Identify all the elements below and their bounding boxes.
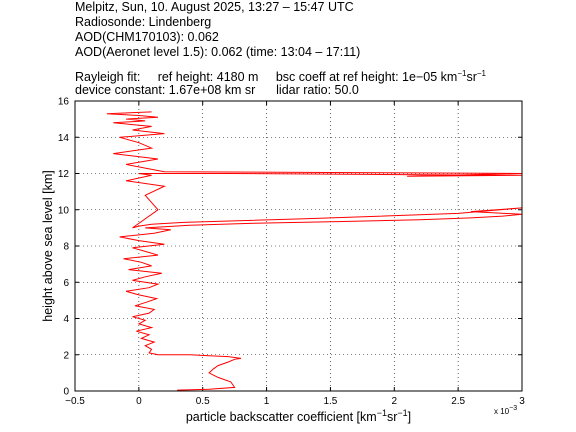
header-ref-height: ref height: 4180 m <box>157 70 259 85</box>
header-location-time: Melpitz, Sun, 10. August 2025, 13:27 – 1… <box>75 0 354 14</box>
header-radiosonde: Radiosonde: Lindenberg <box>75 15 212 29</box>
header-rayleigh-label: Rayleigh fit: <box>75 70 141 85</box>
y-axis-title: height above sea level [km] <box>41 170 55 321</box>
x-tick-label: 3 <box>519 396 525 407</box>
y-tick-label: 14 <box>58 133 70 144</box>
chart-header: Melpitz, Sun, 10. August 2025, 13:27 – 1… <box>75 0 360 60</box>
x-multiplier-base: x 10 <box>494 407 510 416</box>
y-tick-label: 10 <box>58 205 70 216</box>
header-rayleigh-row: Rayleigh fit: ref height: 4180 m bsc coe… <box>75 66 486 85</box>
header-bsc-coeff: bsc coeff at ref height: 1e−05 km−1sr−1 <box>275 69 486 85</box>
y-tick-label: 6 <box>63 278 69 289</box>
y-tick-label: 12 <box>58 169 70 180</box>
x-axis-title: particle backscatter coefficient [km−1sr… <box>186 408 411 424</box>
header-aod-aeronet: AOD(Aeronet level 1.5): 0.062 (time: 13:… <box>75 45 361 59</box>
x-axis-title-part: −1 <box>377 408 387 418</box>
y-tick-label: 16 <box>58 97 70 108</box>
x-tick-label: 0.5 <box>196 396 210 407</box>
x-tick-labels: −0.5 0 0.5 1 1.5 2 2.5 3 <box>65 396 525 407</box>
y-tick-label: 4 <box>63 314 69 325</box>
backscatter-profile-line <box>106 111 523 391</box>
x-axis-title-part: particle backscatter coefficient [km <box>186 410 377 424</box>
x-tick-label: 0 <box>136 396 142 407</box>
x-tick-label: 2 <box>392 396 398 407</box>
plot-frame <box>74 100 523 392</box>
y-tick-label: 0 <box>63 387 69 398</box>
header-device-row: device constant: 1.67e+08 km sr lidar ra… <box>75 83 359 98</box>
y-tick-labels: 0 2 4 6 8 10 12 14 16 <box>58 97 70 398</box>
x-axis-multiplier: x 10−3 <box>494 405 517 416</box>
x-tick-label: 1.5 <box>323 396 337 407</box>
header-lidar-ratio: lidar ratio: 50.0 <box>276 83 359 97</box>
x-tick-label: 1 <box>264 396 270 407</box>
header-aod-chm: AOD(CHM170103): 0.062 <box>75 30 219 44</box>
x-tick-label: 2.5 <box>451 396 465 407</box>
x-axis-title-part: sr <box>387 410 397 424</box>
x-tick-label: −0.5 <box>65 396 85 407</box>
x-axis-title-part: ] <box>408 410 411 424</box>
x-multiplier-exponent: −3 <box>509 405 517 412</box>
y-tick-label: 8 <box>63 242 69 253</box>
x-axis-title-part: −1 <box>397 408 407 418</box>
y-tick-label: 2 <box>63 350 69 361</box>
header-device-constant: device constant: 1.67e+08 km sr <box>75 83 256 97</box>
